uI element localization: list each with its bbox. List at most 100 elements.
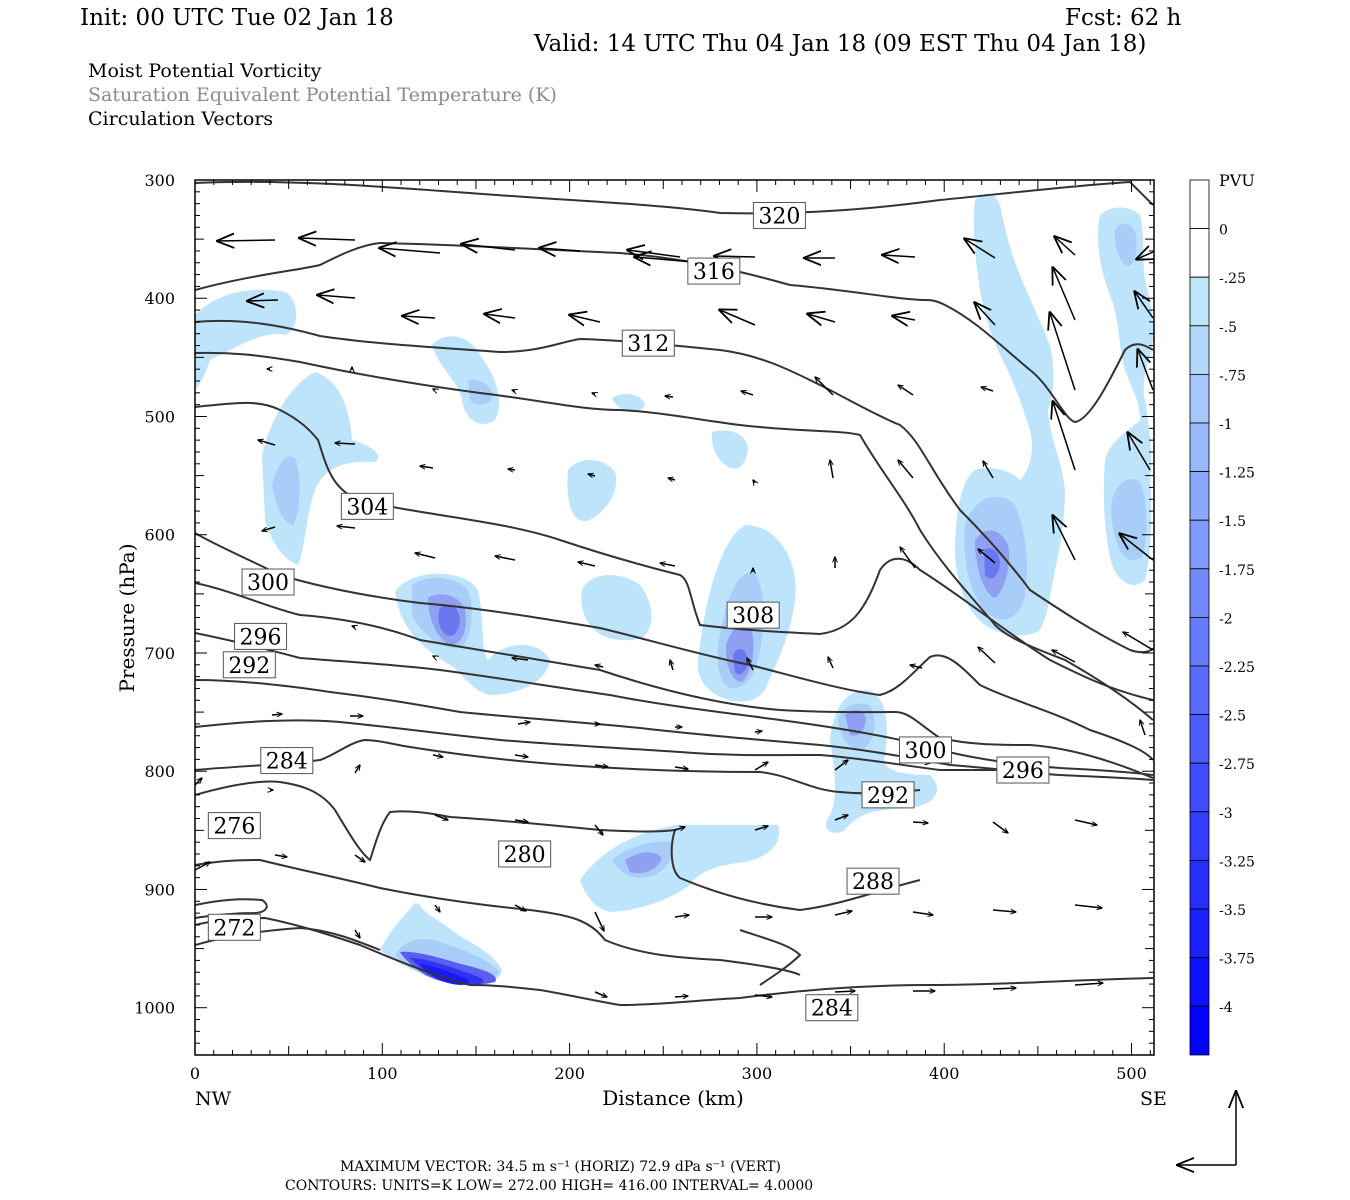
valid-time: Valid: 14 UTC Thu 04 Jan 18 (09 EST Thu … xyxy=(533,31,1146,57)
contour-label-box xyxy=(861,781,915,809)
colorbar-label: -4 xyxy=(1219,1000,1233,1016)
colorbar-bin xyxy=(1189,762,1210,813)
colorbar-bin xyxy=(1189,568,1210,618)
init-time: Init: 00 UTC Tue 02 Jan 18 xyxy=(80,5,394,31)
x-tick-label: 100 xyxy=(367,1064,398,1083)
y-tick-label: 700 xyxy=(144,644,175,663)
colorbar-label: -1.5 xyxy=(1219,514,1246,530)
max-vector-note: MAXIMUM VECTOR: 34.5 m s⁻¹ (HORIZ) 72.9 … xyxy=(340,1159,781,1175)
colorbar-label: -3.5 xyxy=(1219,903,1246,919)
colorbar-title: PVU xyxy=(1219,171,1255,190)
y-tick-label: 800 xyxy=(144,762,175,781)
y-tick-label: 400 xyxy=(144,289,175,308)
colorbar-bin xyxy=(1189,665,1210,715)
x-tick-label: 300 xyxy=(742,1064,773,1083)
contour-label: 284 xyxy=(260,747,314,775)
contour-label-text: 304 xyxy=(346,495,388,520)
x-tick-label: 200 xyxy=(554,1064,585,1083)
colorbar-label: -3.25 xyxy=(1219,854,1255,870)
contour-label-text: 316 xyxy=(693,260,735,285)
colorbar-bin xyxy=(1189,908,1210,958)
contour-label: 272 xyxy=(207,913,261,941)
colorbar-bin xyxy=(1189,373,1210,424)
colorbar-bin xyxy=(1189,617,1210,667)
colorbar: PVU 0 -.25 -.5 -.75 -1 -1.25 -1.5 -1.75 -2 -2.25 -… xyxy=(1189,171,1255,1056)
x-tick-label: 0 xyxy=(190,1064,200,1083)
contour-label-text: 284 xyxy=(811,997,853,1022)
contour-label-box xyxy=(340,492,394,520)
contour-label: 296 xyxy=(996,756,1050,784)
forecast-hour: Fcst: 62 h xyxy=(1065,5,1182,31)
contour-label-text: 280 xyxy=(504,843,546,868)
colorbar-bin xyxy=(1189,179,1210,229)
contour-label-text: 288 xyxy=(852,870,894,895)
contour-label: 284 xyxy=(805,994,859,1022)
contour-label: 276 xyxy=(207,812,261,840)
contour-label-text: 292 xyxy=(228,654,270,679)
colorbar-bin xyxy=(1189,1005,1210,1056)
contour-label-text: 300 xyxy=(904,739,946,764)
x-tick-label: 500 xyxy=(1116,1064,1147,1083)
colorbar-label: -2.25 xyxy=(1219,660,1255,676)
contour-label-box xyxy=(898,736,952,764)
contour-label-box xyxy=(996,756,1050,784)
x-left-direction: NW xyxy=(195,1088,232,1110)
contour-label-text: 312 xyxy=(627,332,669,357)
contour-label: 300 xyxy=(241,568,295,596)
contour-label-box xyxy=(687,257,741,285)
colorbar-bin xyxy=(1189,957,1210,1007)
reference-vector-arrows xyxy=(1178,1092,1236,1165)
colorbar-bin xyxy=(1189,228,1210,278)
contour-label: 316 xyxy=(687,257,741,285)
contour-label-text: 300 xyxy=(247,571,289,596)
pv-shading xyxy=(195,193,1154,986)
field-title-vectors: Circulation Vectors xyxy=(88,108,273,130)
colorbar-bin xyxy=(1189,519,1210,570)
contour-label-text: 284 xyxy=(266,750,308,775)
colorbar-label: -3 xyxy=(1219,806,1233,822)
colorbar-bin xyxy=(1189,471,1210,521)
contour-label-box xyxy=(805,994,859,1022)
contour-label-text: 308 xyxy=(732,604,774,629)
colorbar-label: -1.75 xyxy=(1219,563,1255,579)
contour-label-box xyxy=(498,840,552,868)
axis-tick-labels: 0 100 200 300 400 500 300 400 500 600 700 800 900 100… xyxy=(134,171,1147,1083)
colorbar-label: 0 xyxy=(1219,223,1228,239)
contour-label: 304 xyxy=(340,492,394,520)
colorbar-bin xyxy=(1189,422,1210,472)
colorbar-label: -.75 xyxy=(1219,368,1246,384)
colorbar-label: -.5 xyxy=(1219,320,1237,336)
contour-label: 320 xyxy=(752,201,806,229)
contour-label: 292 xyxy=(861,781,915,809)
contour-label-box xyxy=(241,568,295,596)
contour-label: 292 xyxy=(222,651,276,679)
colorbar-bin xyxy=(1189,276,1210,327)
colorbar-label: -1.25 xyxy=(1219,466,1255,482)
field-title-mpv: Moist Potential Vorticity xyxy=(88,60,322,82)
y-tick-label: 900 xyxy=(144,880,175,899)
axis-ticks xyxy=(194,179,1154,1056)
contour-label: 280 xyxy=(498,840,552,868)
contour-label-box xyxy=(846,867,900,895)
colorbar-label: -2.5 xyxy=(1219,709,1246,725)
colorbar-bin xyxy=(1189,811,1210,861)
colorbar-label: -3.75 xyxy=(1219,952,1255,968)
contour-label-text: 320 xyxy=(758,204,800,229)
colorbar-bin xyxy=(1189,860,1210,910)
x-tick-label: 400 xyxy=(929,1064,960,1083)
colorbar-label: -.25 xyxy=(1219,271,1246,287)
y-axis-label: Pressure (hPa) xyxy=(115,544,139,693)
colorbar-label: -1 xyxy=(1219,417,1233,433)
contour-label-box xyxy=(621,329,675,357)
y-tick-label: 500 xyxy=(144,407,175,426)
contour-label-box xyxy=(222,651,276,679)
contour-label-text: 296 xyxy=(1002,759,1044,784)
contour-label-box xyxy=(260,747,314,775)
contour-labels: 320 316 312 308 304 300 296 292 300 296 292 284 276 2… xyxy=(207,201,1050,1022)
colorbar-label: -2.75 xyxy=(1219,757,1255,773)
y-tick-label: 300 xyxy=(144,171,175,190)
contour-label-box xyxy=(752,201,806,229)
contour-label-text: 296 xyxy=(240,625,282,650)
x-right-direction: SE xyxy=(1140,1088,1167,1110)
